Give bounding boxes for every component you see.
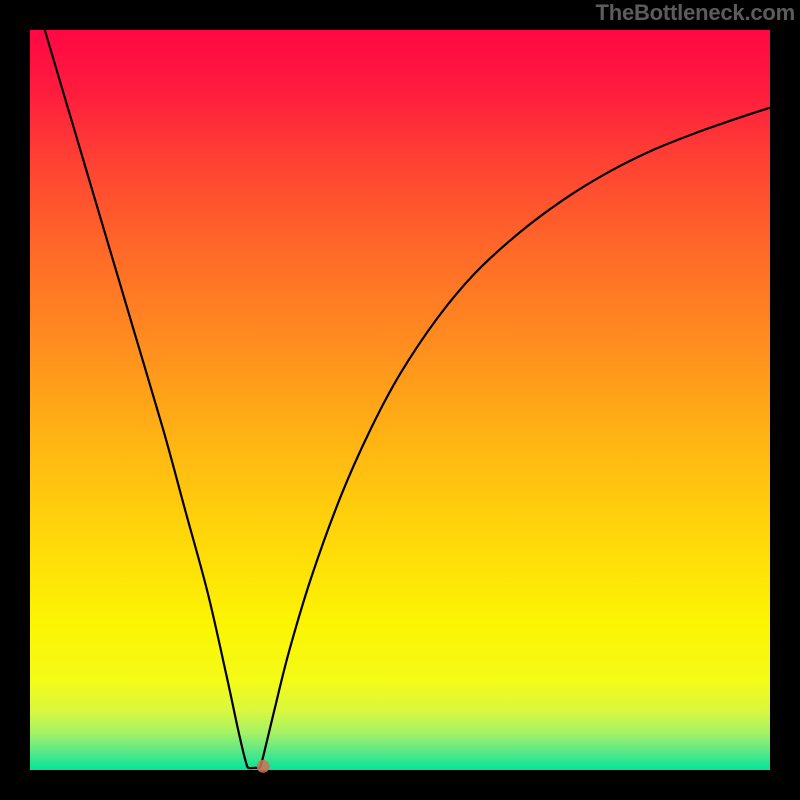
plot-background [30,30,770,770]
bottleneck-chart [0,0,800,800]
chart-container: TheBottleneck.com [0,0,800,800]
watermark-text: TheBottleneck.com [595,0,795,26]
optimum-marker [257,760,270,773]
